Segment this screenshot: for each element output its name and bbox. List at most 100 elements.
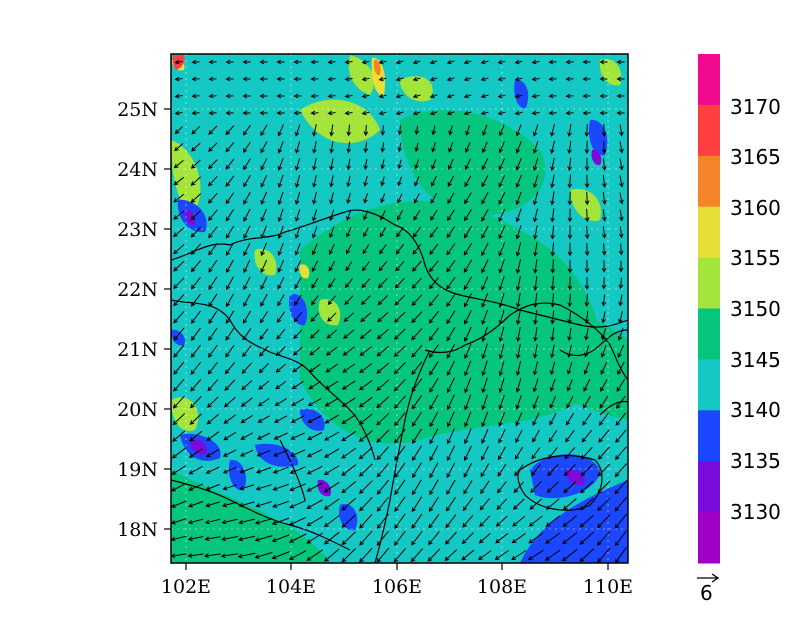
wind-arrow-icon (446, 243, 456, 256)
wind-arrow-icon (598, 429, 610, 443)
wind-arrow-icon (601, 141, 607, 154)
wind-arrow-icon (174, 126, 184, 135)
wind-arrow-icon (515, 124, 522, 137)
wind-arrow-icon (359, 346, 373, 357)
wind-arrow-icon (464, 158, 471, 171)
wind-arrow-icon (208, 59, 217, 65)
wind-arrow-icon (617, 344, 625, 359)
wind-arrow-icon (243, 225, 251, 240)
wind-arrow-icon (241, 362, 252, 374)
wind-arrow-icon (550, 157, 555, 172)
wind-arrow-icon (324, 431, 340, 441)
wind-arrow-icon (579, 531, 595, 545)
wind-arrow-icon (581, 429, 593, 443)
wind-arrow-icon (225, 259, 234, 274)
wind-arrow-icon (579, 514, 594, 528)
wind-arrow-icon (463, 76, 472, 82)
wind-arrow-icon (289, 466, 306, 474)
wind-arrow-icon (363, 141, 369, 154)
wind-arrow-icon (325, 363, 338, 373)
field-region-purple (190, 438, 207, 455)
wind-arrow-icon (341, 531, 357, 546)
wind-arrow-icon (446, 293, 456, 307)
wind-arrow-icon (599, 93, 608, 99)
wind-arrow-icon (237, 552, 256, 559)
wind-arrow-icon (550, 191, 555, 206)
wind-arrow-icon (191, 125, 201, 135)
colorbar-label: 3150 (730, 297, 781, 321)
field-region-purple (565, 468, 585, 486)
wind-arrow-icon (516, 309, 521, 326)
wind-arrow-icon (601, 226, 607, 239)
wind-arrow-icon (428, 310, 439, 324)
wind-arrow-icon (376, 530, 390, 546)
wind-arrow-icon (208, 243, 218, 256)
wind-arrow-icon (260, 276, 268, 290)
wind-arrow-icon (361, 110, 370, 116)
colorbar-swatch (698, 410, 720, 462)
wind-arrow-icon (614, 496, 628, 512)
wind-arrow-icon (514, 59, 523, 65)
wind-arrow-icon (480, 76, 489, 82)
wind-arrow-icon (528, 532, 544, 544)
wind-arrow-icon (243, 293, 251, 308)
wind-arrow-icon (515, 275, 521, 292)
wind-arrow-icon (310, 312, 320, 322)
wind-arrow-icon (532, 361, 539, 376)
wind-arrow-icon (544, 549, 561, 561)
wind-arrow-icon (411, 496, 423, 513)
wind-arrow-icon (190, 327, 201, 341)
wind-arrow-icon (548, 110, 557, 116)
wind-arrow-icon (344, 76, 353, 82)
wind-arrow-icon (515, 360, 522, 377)
wind-arrow-icon (359, 363, 373, 374)
wind-arrow-icon (240, 432, 254, 440)
wind-arrow-icon (513, 481, 525, 494)
wind-arrow-icon (190, 193, 202, 204)
wind-arrow-icon (309, 346, 321, 356)
wind-arrow-icon (310, 110, 319, 116)
wind-arrow-icon (579, 497, 594, 511)
colorbar-swatch (698, 54, 720, 106)
wind-arrow-icon (225, 344, 235, 358)
wind-arrow-icon (411, 479, 422, 496)
wind-arrow-icon (429, 76, 438, 82)
field-region-blue (289, 294, 308, 326)
wind-arrow-icon (294, 294, 302, 306)
wind-arrow-icon (545, 498, 560, 510)
wind-arrow-icon (344, 110, 353, 116)
wind-arrow-icon (600, 378, 608, 392)
wind-arrow-icon (290, 415, 305, 423)
wind-arrow-icon (221, 518, 238, 525)
wind-arrow-icon (172, 430, 186, 442)
wind-arrow-icon (515, 208, 522, 223)
wind-arrow-icon (188, 465, 203, 475)
wind-arrow-icon (172, 395, 185, 409)
wind-arrow-icon (310, 76, 319, 82)
wind-arrow-icon (288, 550, 307, 560)
wind-arrow-icon (341, 481, 357, 494)
wind-arrow-icon (293, 59, 302, 65)
wind-arrow-icon (582, 412, 592, 426)
wind-arrow-icon (225, 225, 235, 239)
map-plot-area (171, 54, 628, 563)
wind-arrow-icon (546, 481, 559, 494)
wind-arrow-icon (480, 110, 489, 116)
wind-arrow-icon (241, 380, 253, 391)
wind-arrow-icon (242, 59, 251, 65)
wind-arrow-icon (307, 432, 323, 441)
wind-arrow-icon (256, 467, 272, 474)
wind-arrow-icon (565, 59, 574, 65)
wind-arrow-icon (446, 76, 455, 82)
lon-label: 102E (161, 576, 211, 598)
wind-arrow-icon (342, 363, 356, 373)
wind-arrow-icon (312, 141, 317, 154)
wind-arrow-icon (276, 311, 286, 324)
wind-arrow-icon (429, 260, 439, 273)
wind-arrow-icon (289, 449, 306, 457)
wind-arrow-icon (580, 480, 594, 494)
wind-arrow-icon (191, 142, 201, 152)
wind-arrow-icon (597, 480, 611, 494)
wind-arrow-icon (377, 278, 388, 289)
wind-arrow-icon (482, 124, 488, 137)
